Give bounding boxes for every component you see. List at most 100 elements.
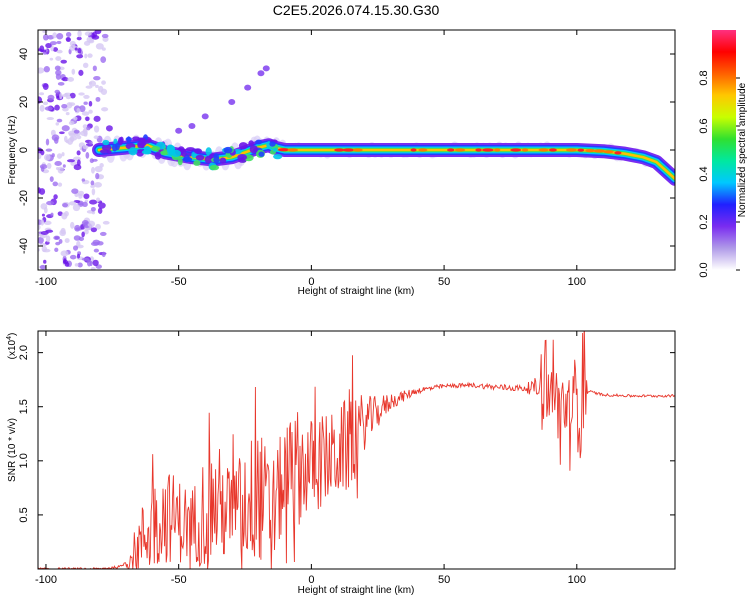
noise-speckle [65,95,72,100]
ridge-peak [454,148,466,152]
ridge-blob [213,156,220,163]
noise-speckle [76,253,81,259]
noise-speckle [57,182,63,187]
ridge-peak [418,148,428,152]
noise-speckle [58,239,63,244]
noise-speckle [92,31,97,38]
noise-speckle [78,69,84,76]
noise-speckle [100,88,108,95]
ridge-blob [238,142,248,150]
ridge-peak [482,148,494,152]
noise-speckle [85,152,90,159]
ridge [92,134,675,186]
noise-speckle [71,188,79,194]
noise-speckle [86,259,92,267]
noise-speckle [92,65,97,72]
noise-speckle [45,138,50,146]
ridge-peak [614,151,622,155]
snr-y-tick-label: 1.0 [18,453,30,468]
noise-speckle [77,30,82,38]
noise-speckle [83,193,90,200]
noise-speckle [82,62,89,68]
ridge-peak [287,148,299,152]
snr-y-multiplier-exponent: 4 [6,336,13,340]
noise-speckle [53,194,58,200]
spectrogram-x-tick-label: 50 [438,276,450,288]
ridge-blob [101,144,112,151]
noise-speckle [76,107,81,113]
harmonic-blob [244,84,252,91]
noise-speckle [95,223,101,230]
noise-speckle [56,118,63,123]
noise-speckle [45,148,53,152]
noise-speckle [86,126,91,131]
noise-speckle [77,47,82,54]
snr-y-label: SNR (10 * v/v) [7,418,18,482]
harmonic-blob [262,65,270,72]
noise-speckle [58,131,65,135]
ridge-peak [538,148,549,152]
ridge-peak [510,148,522,152]
snr-y-multiplier-close: ) [7,333,18,336]
noise-speckle [51,134,60,141]
noise-speckle [42,101,49,106]
spectrogram-x-label: Height of straight line (km) [298,286,415,297]
ridge-blob [171,149,181,158]
noise-speckle [45,43,52,49]
colorbar-tick-label: 0.6 [698,118,710,133]
noise-speckle [90,180,95,186]
ridge-blob [154,151,162,160]
noise-speckle [52,181,59,187]
noise-speckle [42,30,48,34]
noise-speckle [57,166,64,174]
noise-speckle [88,100,93,107]
noise-speckle [55,69,62,76]
noise-speckle [68,120,75,126]
noise-speckle [90,227,98,233]
noise-speckle [56,33,64,40]
noise-speckle [42,51,47,55]
noise-speckle [72,204,81,212]
noise-speckle [101,80,106,85]
noise-speckle [54,247,59,252]
noise-speckles [38,30,113,270]
noise-speckle [88,140,93,145]
ridge-blob [128,147,138,156]
noise-speckle [71,68,76,75]
snr-x-tick-label: -50 [171,574,187,586]
noise-speckle [43,207,48,214]
snr-y-multiplier: (x104) [6,333,18,360]
snr-panel: -100 -50 0 50 100 0.5 1.0 1.5 2.0 Height of stra… [6,330,676,596]
noise-speckle [69,45,77,51]
noise-speckle [66,102,73,109]
ridge-blob [195,154,205,161]
noise-speckle [38,187,41,194]
noise-speckle [46,116,55,121]
noise-speckle [43,259,47,264]
noise-speckle [91,188,96,196]
noise-speckle [84,31,92,36]
ridge-blob [269,141,276,147]
ridge-peak [521,148,529,152]
ridge-peak [410,148,417,152]
ridge-blob [177,157,183,166]
noise-speckle [40,166,45,172]
noise-speckle [53,235,61,240]
noise-speckle [38,236,44,244]
ridge-blob [185,147,195,152]
noise-speckle [70,221,75,229]
colorbar-tick-label: 0.0 [698,262,710,277]
ridge-blob [136,149,145,157]
noise-speckle [61,77,69,82]
noise-speckle [39,104,45,112]
noise-speckle [67,159,75,163]
ridge-blob [209,164,220,171]
colorbar-tick-label: 0.8 [698,70,710,85]
ridge-peak [585,149,595,153]
ridge-blob [151,145,161,152]
ridge-blob [258,151,265,157]
snr-x-label: Height of straight line (km) [298,585,415,596]
noise-speckle [88,39,95,44]
noise-speckle [73,129,80,134]
